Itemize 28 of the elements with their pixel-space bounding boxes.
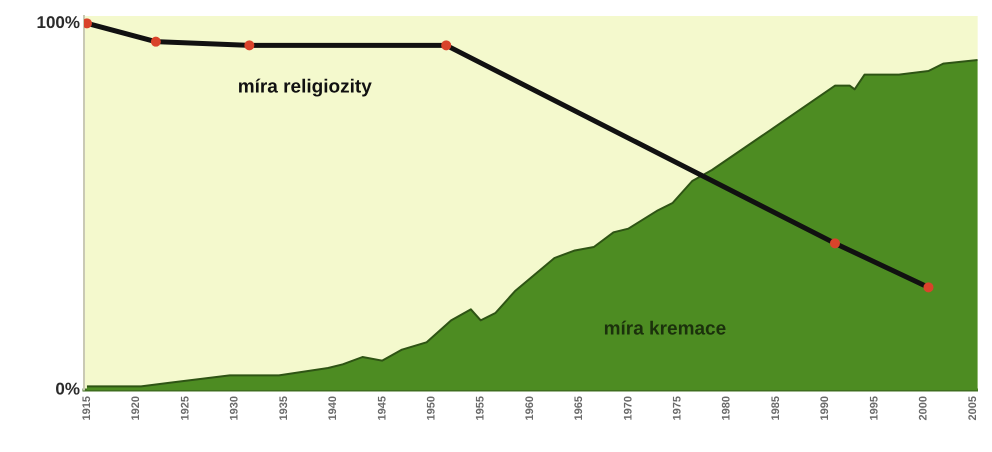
x-tick-label: 2000	[918, 396, 930, 420]
x-tick-label: 1920	[130, 396, 142, 420]
x-tick-label: 1955	[474, 396, 487, 420]
x-tick-label: 1990	[819, 396, 832, 420]
x-tick-label: 1995	[868, 396, 880, 420]
x-tick-label: 1970	[622, 396, 634, 420]
y-tick-label: 0%	[55, 380, 80, 399]
x-tick-label: 1950	[425, 396, 438, 420]
point	[923, 282, 934, 292]
x-tick-label: 1935	[278, 396, 290, 420]
point	[830, 238, 840, 248]
x-tick-label: 1975	[672, 396, 684, 420]
x-tick-label: 1925	[179, 396, 192, 420]
y-tick-label: 100%	[36, 13, 80, 32]
series-label: míra kremace	[604, 318, 726, 340]
x-tick-label: 1930	[228, 396, 241, 420]
point	[150, 36, 161, 47]
x-tick-label: 1985	[770, 396, 782, 420]
point	[244, 40, 254, 50]
point	[441, 40, 452, 50]
x-tick-label: 1980	[720, 396, 733, 420]
x-tick-label: 1965	[573, 396, 586, 420]
x-tick-label: 1940	[327, 396, 340, 420]
series-label: míra religiozity	[238, 76, 372, 98]
x-tick-label: 1915	[80, 396, 93, 420]
x-tick-label: 2005	[966, 396, 979, 420]
x-tick-label: 1960	[524, 396, 536, 420]
x-tick-label: 1945	[376, 396, 388, 420]
